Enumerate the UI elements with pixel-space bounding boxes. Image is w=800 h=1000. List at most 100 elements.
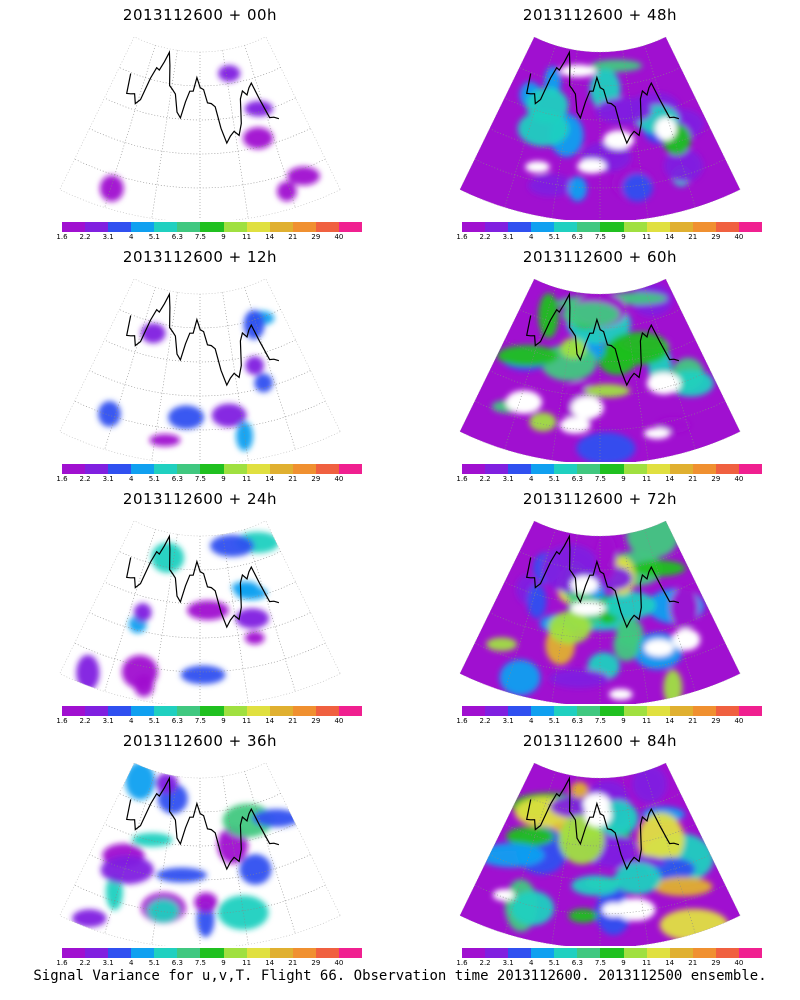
colorbar-swatch	[715, 222, 739, 232]
colorbar-label: 3.1	[502, 475, 514, 483]
colorbar-swatch	[669, 706, 693, 716]
colorbar-swatch	[269, 948, 293, 958]
colorbar-swatch	[623, 948, 647, 958]
low-variance-gap	[615, 898, 656, 921]
colorbar-label: 29	[711, 717, 721, 725]
longitude-line	[644, 45, 696, 208]
panel-title: 2013112600 + 12h	[122, 248, 278, 266]
colorbar-swatch	[177, 464, 201, 474]
colorbar-label: 6.3	[171, 717, 183, 725]
colorbar	[62, 222, 363, 232]
colorbar-label: 11	[642, 959, 652, 967]
variance-contour	[632, 560, 686, 577]
colorbar-label: 1.6	[456, 959, 468, 967]
colorbar-label: 1.6	[56, 959, 68, 967]
low-variance-gap	[505, 390, 543, 414]
colorbar-swatch	[62, 706, 86, 716]
low-variance-gap	[492, 889, 515, 901]
colorbar-swatch	[131, 706, 155, 716]
variance-contour	[560, 337, 587, 359]
colorbar-swatch	[177, 706, 201, 716]
colorbar-swatch	[108, 706, 132, 716]
variance-contour	[538, 293, 559, 339]
colorbar-label: 6.3	[571, 233, 583, 241]
forecast-panel: 2013112600 + 48h 1.6 2.2 3.1 4 5.1 6.3 7.5 9 11 14…	[400, 0, 800, 242]
colorbar-swatch	[223, 706, 247, 716]
low-variance-gap	[646, 372, 681, 395]
colorbar-swatch	[646, 706, 670, 716]
colorbar-swatch	[315, 948, 339, 958]
panel-title: 2013112600 + 60h	[522, 248, 678, 266]
coastline	[525, 776, 680, 871]
variance-contour	[125, 762, 156, 800]
variance-contour	[529, 412, 557, 432]
colorbar-swatch	[200, 222, 224, 232]
colorbar-label: 40	[334, 233, 344, 241]
variance-contour	[584, 383, 631, 398]
coastline	[525, 534, 680, 629]
colorbar-swatch	[554, 948, 578, 958]
variance-contour	[626, 520, 679, 559]
variance-contour	[549, 668, 610, 689]
colorbar-swatch	[669, 464, 693, 474]
variance-contour	[664, 148, 703, 183]
colorbar-label: 21	[288, 717, 298, 725]
colorbar-label: 14	[265, 233, 275, 241]
colorbar-swatch	[246, 706, 270, 716]
colorbar-label: 29	[711, 475, 721, 483]
panel-title: 2013112600 + 72h	[522, 490, 678, 508]
colorbar-label: 5.1	[148, 959, 160, 967]
colorbar-label: 3.1	[502, 717, 514, 725]
colorbar	[462, 948, 763, 958]
colorbar-labels: 1.6 2.2 3.1 4 5.1 6.3 7.5 9 11 14 21 29 40	[456, 233, 762, 243]
longitude-line	[222, 776, 249, 945]
colorbar-label: 7.5	[594, 233, 607, 241]
colorbar-label: 4	[128, 233, 134, 241]
colorbar-label: 1.6	[456, 475, 468, 483]
variance-contour	[614, 862, 661, 895]
longitude-line	[622, 50, 649, 219]
colorbar-label: 1.6	[56, 233, 68, 241]
colorbar-swatch	[600, 706, 624, 716]
variance-contour	[217, 895, 269, 930]
colorbar-swatch	[292, 948, 316, 958]
colorbar-swatch	[246, 948, 270, 958]
colorbar-label: 21	[688, 233, 698, 241]
coastline	[125, 50, 280, 145]
variance-contour	[604, 591, 656, 620]
colorbar-swatch	[508, 706, 532, 716]
colorbar	[62, 464, 363, 474]
variance-contour	[499, 659, 541, 696]
variance-contour	[156, 867, 207, 883]
colorbar-swatch	[669, 948, 693, 958]
variance-contour	[478, 842, 545, 868]
colorbar-label: 14	[265, 475, 275, 483]
colorbar	[62, 948, 363, 958]
colorbar-label: 2.2	[479, 959, 491, 967]
low-variance-gap	[559, 64, 597, 78]
colorbar-label: 11	[242, 959, 252, 967]
variance-contour	[622, 173, 653, 202]
colorbar-swatch	[715, 464, 739, 474]
colorbar-label: 14	[665, 959, 675, 967]
colorbar-swatch	[577, 222, 601, 232]
low-variance-gap	[671, 628, 701, 651]
forecast-panel: 2013112600 + 72h 1.6 2.2 3.1 4 5.1 6.3 7.5 9 11 14…	[400, 484, 800, 726]
colorbar-swatch	[85, 706, 109, 716]
colorbar-swatch	[177, 222, 201, 232]
variance-contour	[133, 603, 152, 622]
colorbar-label: 14	[665, 475, 675, 483]
colorbar-label: 5.1	[148, 475, 160, 483]
colorbar-swatch	[485, 464, 509, 474]
colorbar-label: 1.6	[456, 233, 468, 241]
colorbar-swatch	[338, 706, 363, 716]
colorbar-label: 5.1	[548, 475, 560, 483]
colorbar-label: 7.5	[194, 233, 207, 241]
colorbar-swatch	[62, 948, 86, 958]
variance-contour	[244, 100, 274, 117]
colorbar-label: 3.1	[502, 959, 514, 967]
latitude-line	[89, 128, 311, 155]
colorbar-swatch	[508, 222, 532, 232]
figure-caption: Signal Variance for u,v,T. Flight 66. Ob…	[33, 968, 767, 984]
colorbar-swatch	[531, 464, 555, 474]
